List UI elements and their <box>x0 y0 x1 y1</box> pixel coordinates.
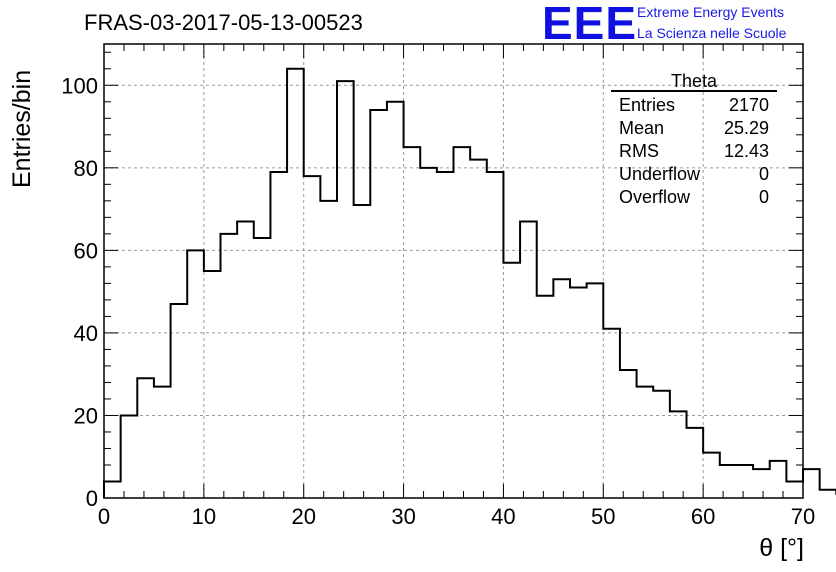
histogram-bin <box>687 428 704 498</box>
histogram-bin <box>104 481 121 498</box>
stats-value: 12.43 <box>723 141 769 161</box>
histogram-bin <box>653 391 670 498</box>
chart-title: FRAS-03-2017-05-13-00523 <box>84 10 363 35</box>
stats-label: Entries <box>619 95 676 115</box>
y-tick-label: 40 <box>74 321 98 346</box>
histogram-bin <box>420 168 437 498</box>
y-tick-label: 0 <box>86 486 98 511</box>
histogram-bin <box>537 296 554 498</box>
stats-value: 2170 <box>728 95 769 115</box>
histogram-bin <box>670 411 687 498</box>
x-tick-label: 10 <box>192 504 216 529</box>
histogram-bin <box>171 304 188 498</box>
histogram-bin <box>803 469 820 498</box>
stats-label: Mean <box>619 118 665 138</box>
histogram-bin <box>354 205 371 498</box>
histogram-bin <box>553 279 570 498</box>
x-tick-label: 30 <box>391 504 415 529</box>
stats-row-entries: Entries 2170 <box>611 94 777 117</box>
histogram-bin <box>204 271 221 498</box>
stats-row-underflow: Underflow 0 <box>611 163 777 186</box>
histogram-bin <box>121 415 138 498</box>
histogram-bin <box>404 147 421 498</box>
histogram-bin <box>753 469 770 498</box>
stats-label: Overflow <box>619 187 691 207</box>
histogram-bin <box>154 387 171 498</box>
stats-value: 0 <box>758 164 769 184</box>
y-tick-label: 60 <box>74 238 98 263</box>
axis-ticks <box>103 44 804 499</box>
x-tick-label: 40 <box>491 504 515 529</box>
histogram-bin <box>620 370 637 498</box>
histogram-bin <box>637 387 654 498</box>
stats-title: Theta <box>611 72 777 92</box>
y-axis-label: Entries/bin <box>8 69 36 188</box>
eee-logo-mark: EEE <box>542 0 638 49</box>
x-axis-label: θ [°] <box>759 534 804 562</box>
histogram-bin <box>720 465 737 498</box>
y-tick-label: 20 <box>74 403 98 428</box>
histogram-bin <box>503 263 520 498</box>
histogram-bin <box>703 453 720 498</box>
histogram-bin <box>254 238 271 498</box>
y-tick-label: 100 <box>61 73 98 98</box>
histogram-bin <box>287 69 304 498</box>
x-tick-label: 20 <box>291 504 315 529</box>
histogram-bin <box>786 481 803 498</box>
plot-frame <box>103 43 804 499</box>
plot-border <box>103 43 804 499</box>
stats-value: 0 <box>758 187 769 207</box>
histogram-bin <box>520 221 537 498</box>
histogram-bin <box>304 176 321 498</box>
histogram-bin <box>370 110 387 498</box>
histogram-bin <box>337 81 354 498</box>
stats-label: RMS <box>619 141 659 161</box>
histogram-bin <box>187 250 204 498</box>
histogram-bin <box>320 201 337 498</box>
histogram-bin <box>454 147 471 498</box>
histogram-bin <box>270 172 287 498</box>
x-tick-label: 70 <box>791 504 815 529</box>
x-tick-label: 50 <box>591 504 615 529</box>
stats-box: Theta Entries 2170 Mean 25.29 RMS 12.43 … <box>611 72 777 209</box>
stats-value: 25.29 <box>723 118 769 138</box>
histogram-bin <box>570 288 587 498</box>
y-tick-label: 80 <box>74 156 98 181</box>
histogram-series <box>103 67 836 498</box>
logo-line-2: La Scienza nelle Scuole <box>637 25 787 41</box>
axis-tick-labels: 0 10 20 30 40 50 60 70 0 20 40 60 80 100 <box>61 73 815 529</box>
logo-line-1: Extreme Energy Events <box>637 4 785 20</box>
x-tick-label: 0 <box>98 504 110 529</box>
histogram-bin <box>221 234 238 498</box>
histogram-bin <box>487 172 504 498</box>
histogram-bin <box>770 461 787 498</box>
histogram-bin <box>437 172 454 498</box>
histogram-bin <box>820 490 836 498</box>
histogram-bin <box>387 102 404 498</box>
stats-label: Underflow <box>619 164 701 184</box>
histogram-bin <box>137 378 154 498</box>
stats-row-overflow: Overflow 0 <box>611 186 777 209</box>
x-tick-label: 60 <box>691 504 715 529</box>
histogram-bin <box>587 283 604 498</box>
histogram-bin <box>603 329 620 498</box>
histogram-bin <box>470 160 487 498</box>
histogram-bin <box>736 465 753 498</box>
stats-row-rms: RMS 12.43 <box>611 140 777 163</box>
histogram-bin <box>237 221 254 498</box>
histogram-outline <box>103 67 836 498</box>
stats-row-mean: Mean 25.29 <box>611 117 777 140</box>
